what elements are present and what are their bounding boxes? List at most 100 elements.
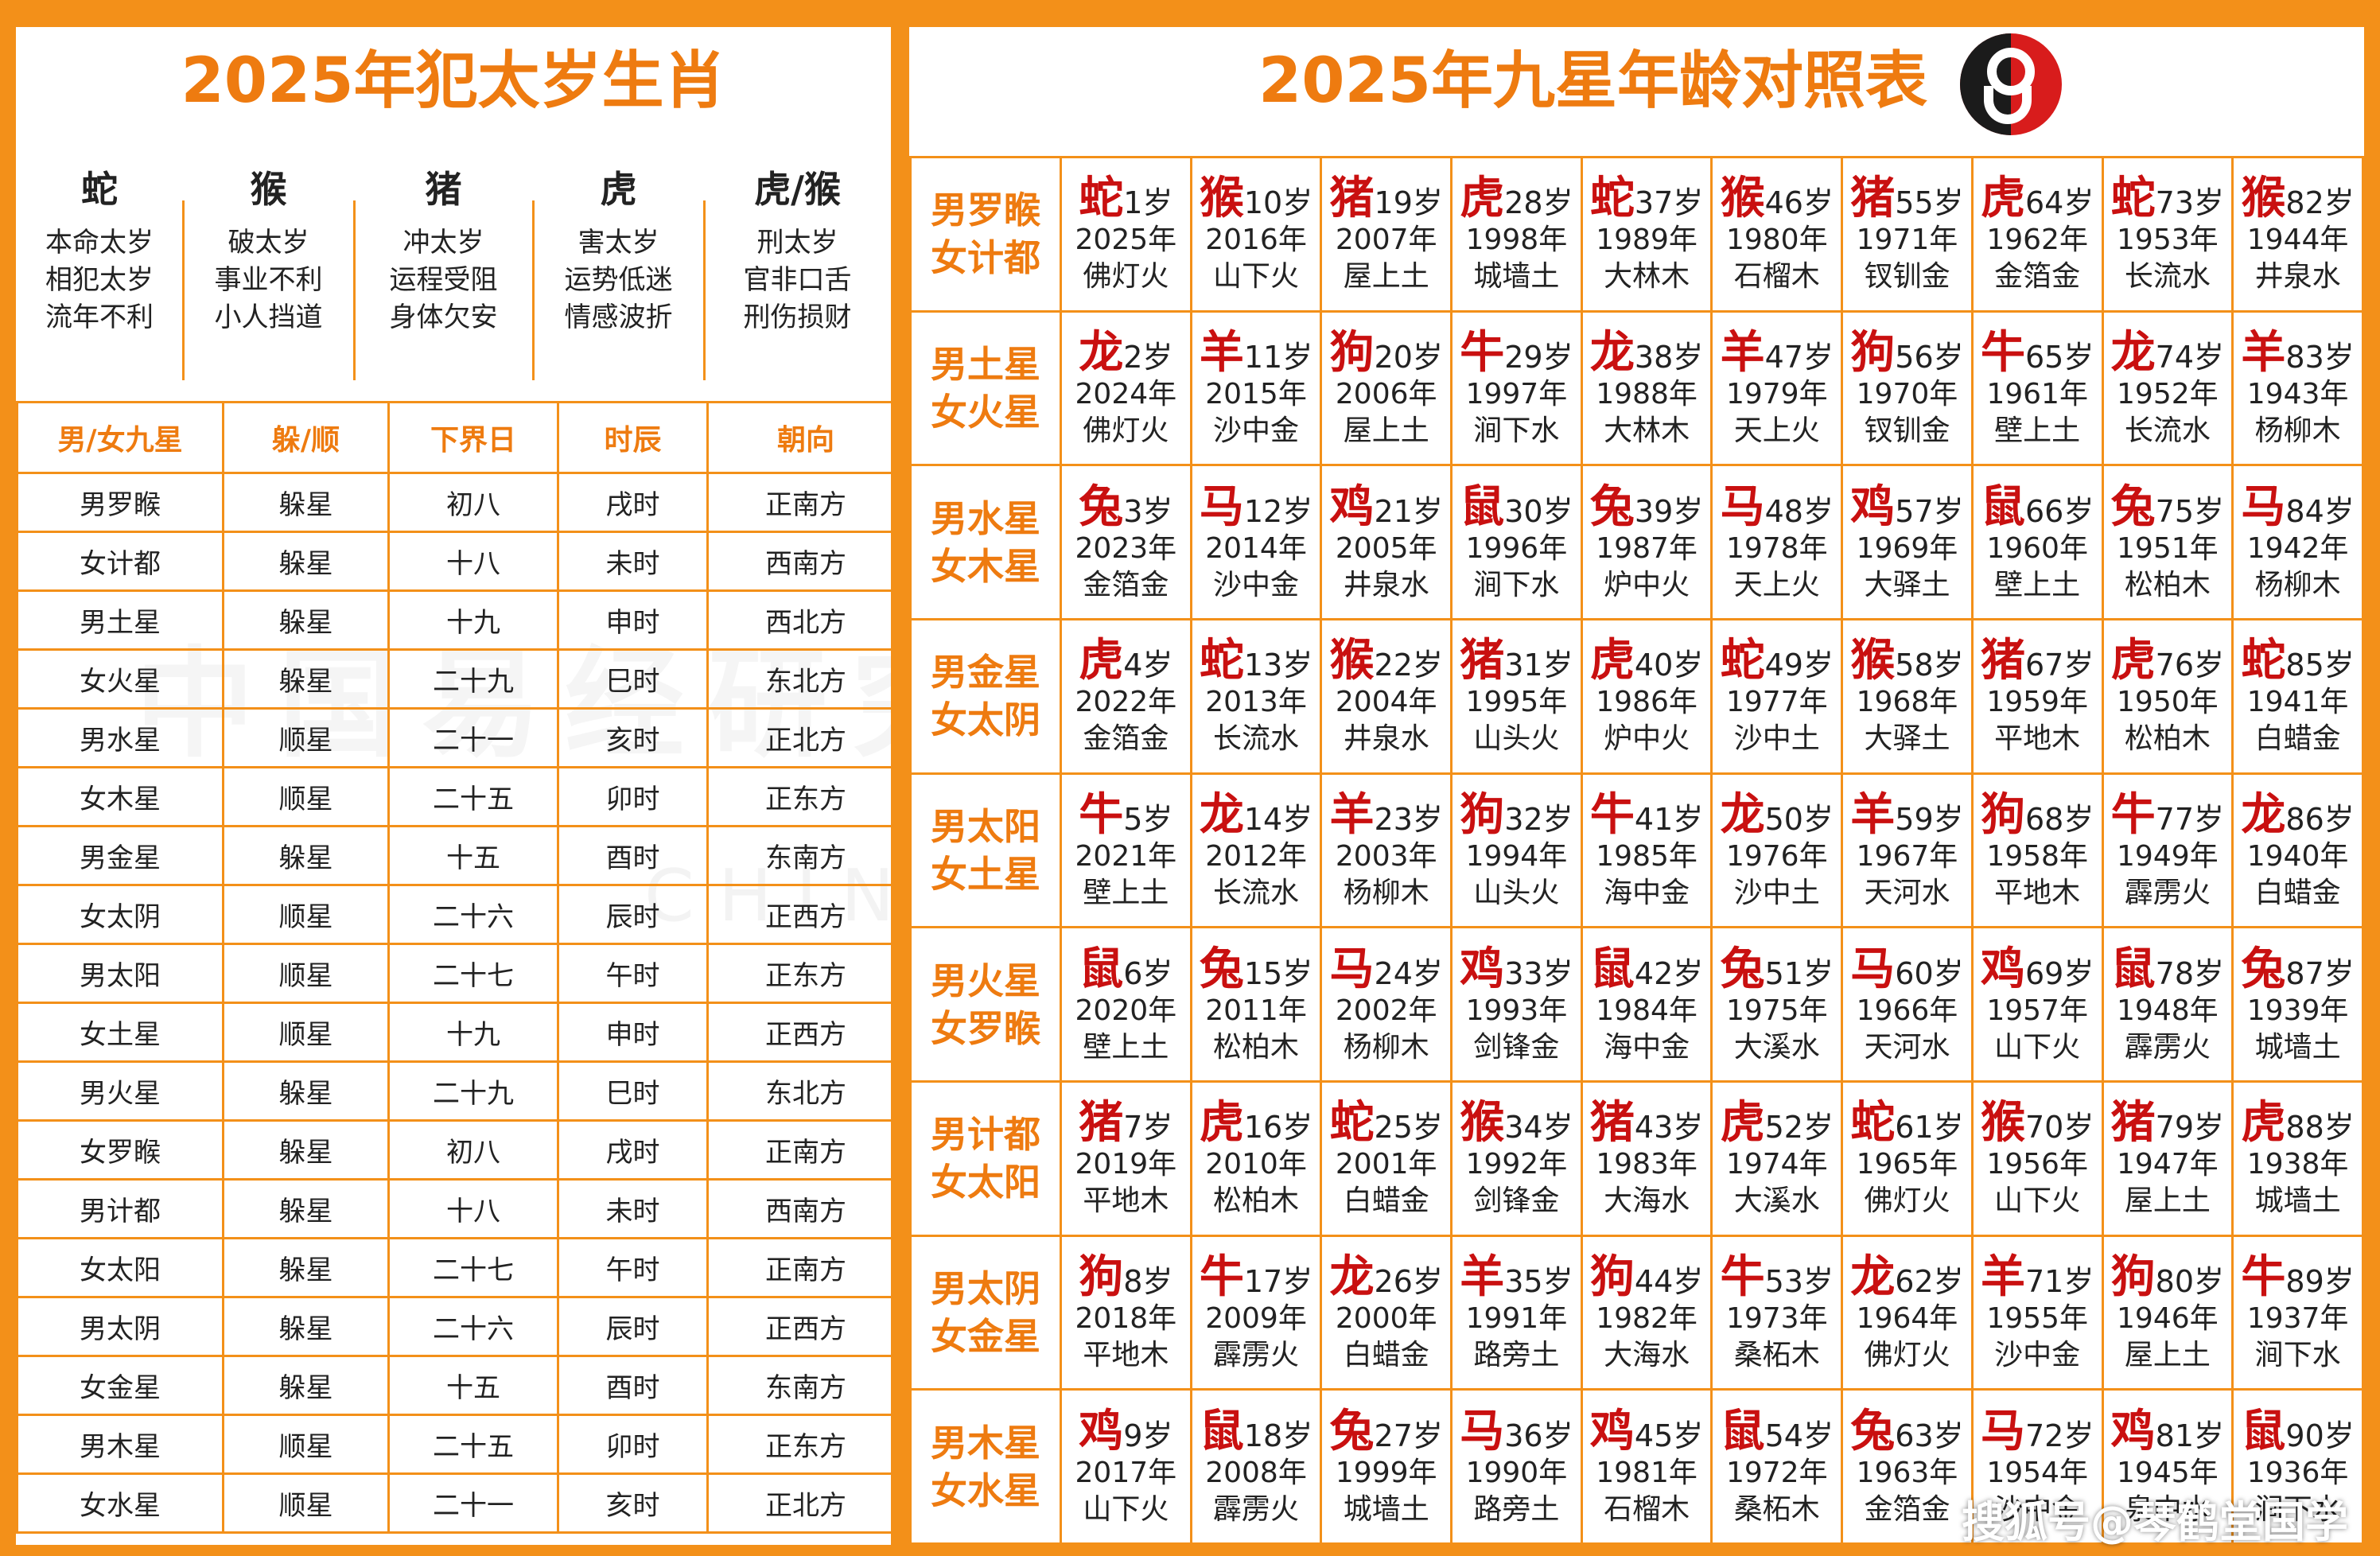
- age-cell: 兔63岁 1963年 金箔金: [1841, 1388, 1974, 1545]
- five-element: 沙中金: [1213, 568, 1300, 601]
- zodiac-sign: 狗: [2110, 1251, 2156, 1303]
- age-label: 75岁: [2155, 493, 2225, 529]
- age-label: 83岁: [2285, 339, 2355, 375]
- zodiac-age: 牛77岁: [2105, 789, 2230, 841]
- table-cell: 躲星: [222, 648, 390, 710]
- zodiac-sign: 马: [1720, 480, 1765, 533]
- five-element: 大溪水: [1733, 1030, 1820, 1064]
- birth-year: 1969年: [1856, 531, 1958, 565]
- birth-year: 1983年: [1596, 1148, 1698, 1181]
- zodiac-age: 虎64岁: [1974, 173, 2100, 224]
- zodiac-sign: 猪: [1980, 635, 2025, 687]
- zodiac-age: 猴58岁: [1845, 635, 1970, 687]
- zodiac-sign: 龙: [1199, 788, 1244, 841]
- five-element: 佛灯火: [1083, 260, 1169, 294]
- age-cell: 鼠90岁 1936年 涧下水: [2231, 1388, 2364, 1545]
- five-element: 大溪水: [1733, 1185, 1820, 1218]
- age-cell: 兔3岁 2023年 金箔金: [1060, 464, 1192, 620]
- birth-year: 1968年: [1856, 686, 1958, 719]
- yin-yang-logo-icon: [1960, 33, 2062, 135]
- table-cell: 女太阳: [16, 1237, 224, 1298]
- birth-year: 2004年: [1335, 686, 1437, 719]
- table-cell: 躲星: [222, 472, 390, 533]
- zodiac-sign: 兔: [2241, 943, 2286, 995]
- star-row: 男计都 女太阳 猪7岁 2019年 平地木 虎16岁 2010年 松柏木 蛇25岁 2001年 白蜡…: [909, 1079, 2364, 1237]
- table-cell: 东南方: [706, 1355, 891, 1416]
- age-cell: 猴10岁 2016年 山下火: [1189, 156, 1323, 313]
- zodiac-age: 鼠30岁: [1454, 480, 1580, 533]
- birth-year: 1977年: [1725, 686, 1828, 719]
- five-element: 大驿土: [1864, 722, 1950, 756]
- table-cell: 男火星: [16, 1060, 224, 1122]
- age-cell: 猴58岁 1968年 大驿土: [1841, 617, 1974, 775]
- age-cell: 虎76岁 1950年 松柏木: [2101, 617, 2234, 775]
- birth-year: 1939年: [2246, 994, 2349, 1027]
- birth-year: 1974年: [1725, 1148, 1828, 1181]
- table-cell: 亥时: [557, 707, 709, 768]
- age-cell: 羊83岁 1943年 杨柳木: [2231, 309, 2364, 467]
- taisui-line: 刑太岁: [756, 227, 838, 259]
- age-label: 28岁: [1504, 185, 1573, 221]
- age-label: 68岁: [2024, 801, 2094, 837]
- five-element: 金箔金: [1994, 260, 2081, 294]
- zodiac-sign: 猴: [1850, 635, 1896, 687]
- zodiac-age: 鸡81岁: [2105, 1406, 2230, 1457]
- right-panel: 2025年九星年龄对照表 男罗睺 女计都 蛇1岁 2025年 佛灯火 猴10岁 2016年山…: [909, 27, 2364, 1545]
- birth-year: 1953年: [2117, 224, 2219, 257]
- age-cell: 龙86岁 1940年 白蜡金: [2231, 772, 2364, 929]
- age-cell: 兔87岁 1939年 城墙土: [2231, 926, 2364, 1083]
- age-label: 57岁: [1895, 493, 1964, 529]
- zodiac-sign: 鼠: [1460, 480, 1505, 533]
- age-cell: 鼠78岁 1948年 霹雳火: [2101, 926, 2234, 1083]
- taisui-line: 运势低迷: [564, 264, 673, 296]
- age-cell: 羊71岁 1955年 沙中金: [1970, 1234, 2104, 1391]
- five-element: 山头火: [1473, 876, 1560, 909]
- zodiac-age: 羊59岁: [1845, 789, 1970, 841]
- age-cell: 猪7岁 2019年 平地木: [1060, 1079, 1192, 1237]
- star-name: 男火星: [931, 959, 1040, 1002]
- age-label: 25岁: [1374, 1110, 1443, 1146]
- zodiac-sign: 蛇: [1079, 173, 1124, 225]
- birth-year: 1998年: [1465, 224, 1568, 257]
- five-element: 白蜡金: [2254, 722, 2341, 756]
- zodiac-age: 牛17岁: [1193, 1251, 1319, 1303]
- zodiac-sign: 龙: [1850, 1251, 1896, 1303]
- age-label: 35岁: [1504, 1263, 1573, 1299]
- birth-year: 1982年: [1596, 1301, 1698, 1335]
- five-element: 钗钏金: [1864, 414, 1950, 447]
- zodiac-sign: 蛇: [2110, 173, 2156, 225]
- zodiac-sign: 狗: [1460, 788, 1505, 841]
- zodiac-age: 牛29岁: [1454, 327, 1580, 379]
- zodiac-sign: 牛: [1589, 788, 1635, 841]
- zodiac-age: 蛇85岁: [2235, 635, 2361, 687]
- five-element: 路旁土: [1473, 1492, 1560, 1526]
- star-row: 男罗睺 女计都 蛇1岁 2025年 佛灯火 猴10岁 2016年 山下火 猪19岁 2007年 屋上…: [909, 156, 2364, 313]
- zodiac-age: 狗32岁: [1454, 788, 1580, 841]
- age-cell: 猪31岁 1995年 山头火: [1450, 617, 1583, 775]
- age-label: 9岁: [1123, 1418, 1173, 1453]
- age-label: 89岁: [2285, 1263, 2355, 1299]
- zodiac-sign: 狗: [1850, 326, 1896, 379]
- five-element: 城墙土: [1343, 1492, 1429, 1526]
- table-row: 男金星 躲星 十五 酉时 东南方: [16, 825, 891, 886]
- birth-year: 1995年: [1465, 686, 1568, 719]
- age-cell: 羊35岁 1991年 路旁土: [1450, 1234, 1583, 1391]
- five-element: 壁上土: [1083, 876, 1169, 909]
- zodiac-age: 兔39岁: [1584, 481, 1709, 533]
- table-cell: 躲星: [222, 1296, 390, 1357]
- age-cell: 鼠54岁 1972年 桑柘木: [1710, 1388, 1844, 1545]
- zodiac-age: 龙50岁: [1714, 789, 1840, 841]
- zodiac-age: 蛇49岁: [1714, 635, 1840, 687]
- age-cell: 蛇37岁 1989年 大林木: [1580, 156, 1713, 313]
- table-cell: 男太阴: [16, 1296, 224, 1357]
- age-label: 63岁: [1895, 1418, 1964, 1453]
- age-label: 82岁: [2285, 185, 2355, 221]
- zodiac-age: 猴82岁: [2235, 173, 2361, 224]
- table-cell: 辰时: [557, 1296, 709, 1357]
- table-cell: 初八: [387, 472, 559, 533]
- age-label: 47岁: [1764, 339, 1834, 375]
- birth-year: 2017年: [1075, 1456, 1177, 1489]
- age-cell: 虎64岁 1962年 金箔金: [1970, 156, 2104, 313]
- age-cell: 兔39岁 1987年 炉中火: [1580, 464, 1713, 620]
- zodiac-sign: 猪: [2110, 1097, 2156, 1149]
